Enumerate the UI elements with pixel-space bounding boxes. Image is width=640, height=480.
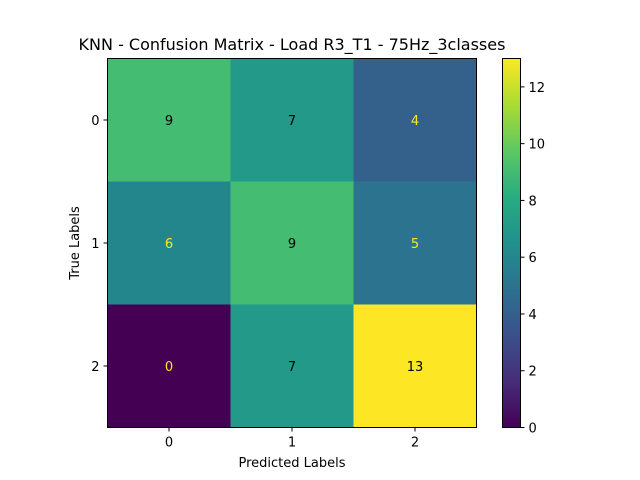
heatmap-cell-1-0 xyxy=(107,181,231,305)
heatmap-cell-1-1 xyxy=(230,181,354,305)
colorbar-gradient xyxy=(502,58,521,428)
x-axis-ticks: 0 1 2 xyxy=(165,427,419,451)
y-tick-label-1: 1 xyxy=(91,237,99,252)
cell-value-2-2: 13 xyxy=(407,360,424,375)
cell-value-1-1: 9 xyxy=(288,237,296,252)
cell-value-2-0: 0 xyxy=(165,360,173,375)
y-axis-label: True Labels xyxy=(68,206,83,281)
y-axis-ticks: 0 1 2 xyxy=(91,114,108,375)
x-tick-label-1: 1 xyxy=(288,436,296,451)
heatmap-cell-0-0 xyxy=(107,58,231,182)
colorbar-tick-label-4: 8 xyxy=(529,194,537,209)
y-tick-label-0: 0 xyxy=(91,114,99,129)
colorbar-tick-label-3: 6 xyxy=(529,251,537,266)
colorbar-tick-label-0: 0 xyxy=(529,422,537,437)
heatmap-cell-2-2 xyxy=(353,304,477,428)
cell-value-0-1: 7 xyxy=(288,114,296,129)
colorbar: 0 2 4 6 8 10 12 xyxy=(502,58,546,437)
x-tick-label-0: 0 xyxy=(165,436,173,451)
cell-value-0-2: 4 xyxy=(411,114,419,129)
y-tick-label-2: 2 xyxy=(91,360,99,375)
colorbar-tick-label-6: 12 xyxy=(529,81,546,96)
x-axis-label: Predicted Labels xyxy=(238,456,345,471)
heatmap-cell-0-2 xyxy=(353,58,477,182)
cell-value-1-2: 5 xyxy=(411,237,419,252)
heatmap-cell-2-0 xyxy=(107,304,231,428)
x-tick-label-2: 2 xyxy=(411,436,419,451)
colorbar-tick-label-1: 2 xyxy=(529,365,537,380)
cell-value-1-0: 6 xyxy=(165,237,173,252)
heatmap-cell-labels: 9 7 4 6 9 5 0 7 13 xyxy=(165,114,423,375)
heatmap-cells xyxy=(107,58,477,428)
colorbar-tick-label-2: 4 xyxy=(529,308,537,323)
chart-title: KNN - Confusion Matrix - Load R3_T1 - 75… xyxy=(79,35,506,55)
heatmap-cell-2-1 xyxy=(230,304,354,428)
cell-value-0-0: 9 xyxy=(165,114,173,129)
cell-value-2-1: 7 xyxy=(288,360,296,375)
colorbar-frame xyxy=(502,58,521,428)
colorbar-tick-label-5: 10 xyxy=(529,138,546,153)
heatmap-cell-0-1 xyxy=(230,58,354,182)
heatmap-cell-1-2 xyxy=(353,181,477,305)
